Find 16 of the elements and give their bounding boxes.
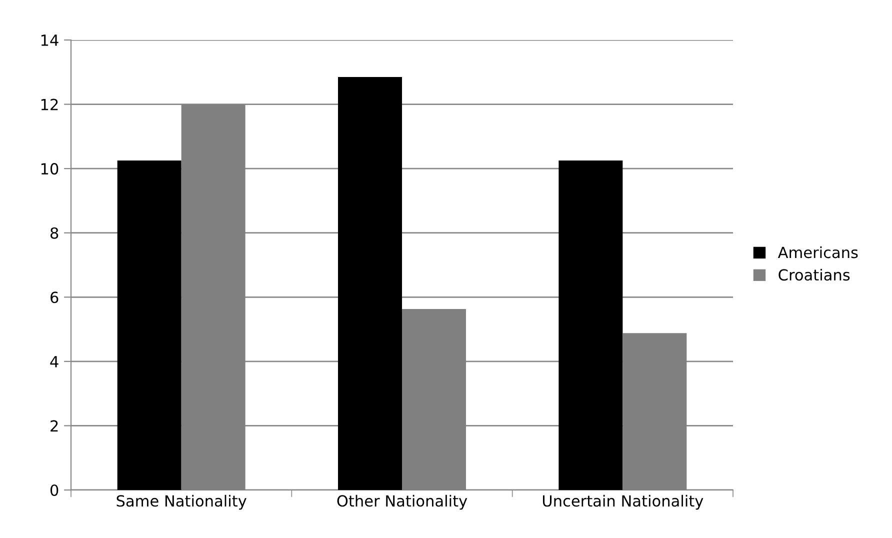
bar	[338, 76, 402, 490]
legend-label: Americans	[778, 246, 858, 258]
y-tick-label: 10	[41, 163, 58, 175]
y-tick-label: 2	[50, 420, 58, 432]
y-tick-label: 0	[50, 484, 58, 496]
y-tick-label: 14	[41, 34, 58, 46]
y-tick-label: 6	[50, 292, 58, 304]
legend-label: Croatians	[778, 268, 850, 281]
x-tick-label: Same Nationality	[116, 494, 246, 510]
bar	[117, 160, 182, 490]
x-tick-label: Uncertain Nationality	[542, 494, 704, 510]
y-tick-label: 4	[50, 356, 58, 368]
y-tick-label: 8	[50, 227, 58, 239]
y-tick-label: 12	[41, 98, 58, 110]
x-tick-label: Other Nationality	[337, 494, 468, 510]
bar	[558, 160, 623, 490]
